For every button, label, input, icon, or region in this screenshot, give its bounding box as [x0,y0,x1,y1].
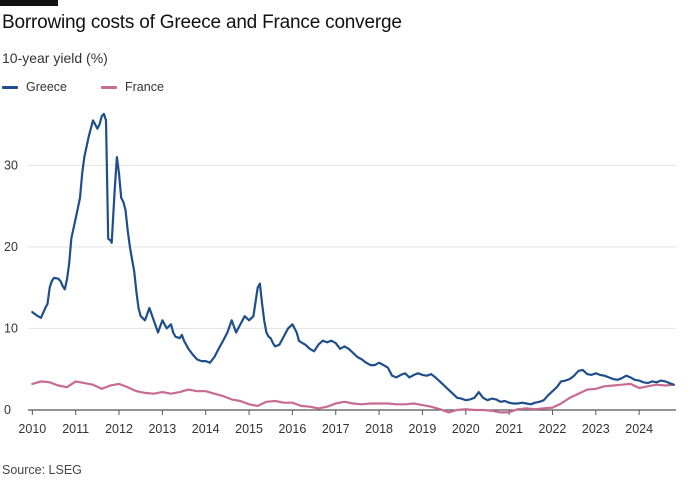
x-tick-label: 2014 [192,422,220,436]
x-tick-label: 2018 [365,422,393,436]
legend-item-france: France [101,80,164,94]
x-tick-label: 2013 [148,422,176,436]
y-tick-label: 0 [4,403,11,417]
x-tick-label: 2011 [62,422,89,436]
x-tick-label: 2015 [235,422,263,436]
y-tick-label: 30 [4,158,18,172]
legend-label-france: France [125,80,164,94]
gridlines [28,164,676,411]
series-lines [31,112,675,414]
line-chart: 0 10 20 30 2010 2011 2012 2013 2014 2015 2016 2017… [4,112,676,436]
x-tick-label: 2012 [105,422,133,436]
x-tick-label: 2019 [409,422,437,436]
y-tick-label: 10 [4,321,18,335]
x-tick-label: 2017 [322,422,350,436]
legend: Greece France [2,80,198,94]
x-tick-label: 2020 [452,422,480,436]
y-tick-labels: 0 10 20 30 [4,158,18,417]
x-tick-label: 2023 [582,422,610,436]
legend-label-greece: Greece [26,80,67,94]
x-tick-label: 2016 [278,422,306,436]
series-line-france [31,380,675,414]
legend-swatch-france [101,85,117,89]
x-tick-label: 2010 [18,422,46,436]
legend-item-greece: Greece [2,80,67,94]
legend-swatch-greece [2,85,18,89]
y-tick-label: 20 [4,240,18,254]
source-note: Source: LSEG [2,463,82,477]
x-tick-label: 2024 [625,422,653,436]
x-tick-label: 2021 [495,422,523,436]
chart-title: Borrowing costs of Greece and France con… [2,12,402,33]
chart-subtitle: 10-year yield (%) [2,50,108,66]
x-tick-labels: 2010 2011 2012 2013 2014 2015 2016 2017 2018 2019… [18,410,653,436]
brand-bar [0,0,58,6]
x-tick-label: 2022 [539,422,567,436]
series-line-greece [31,112,675,406]
